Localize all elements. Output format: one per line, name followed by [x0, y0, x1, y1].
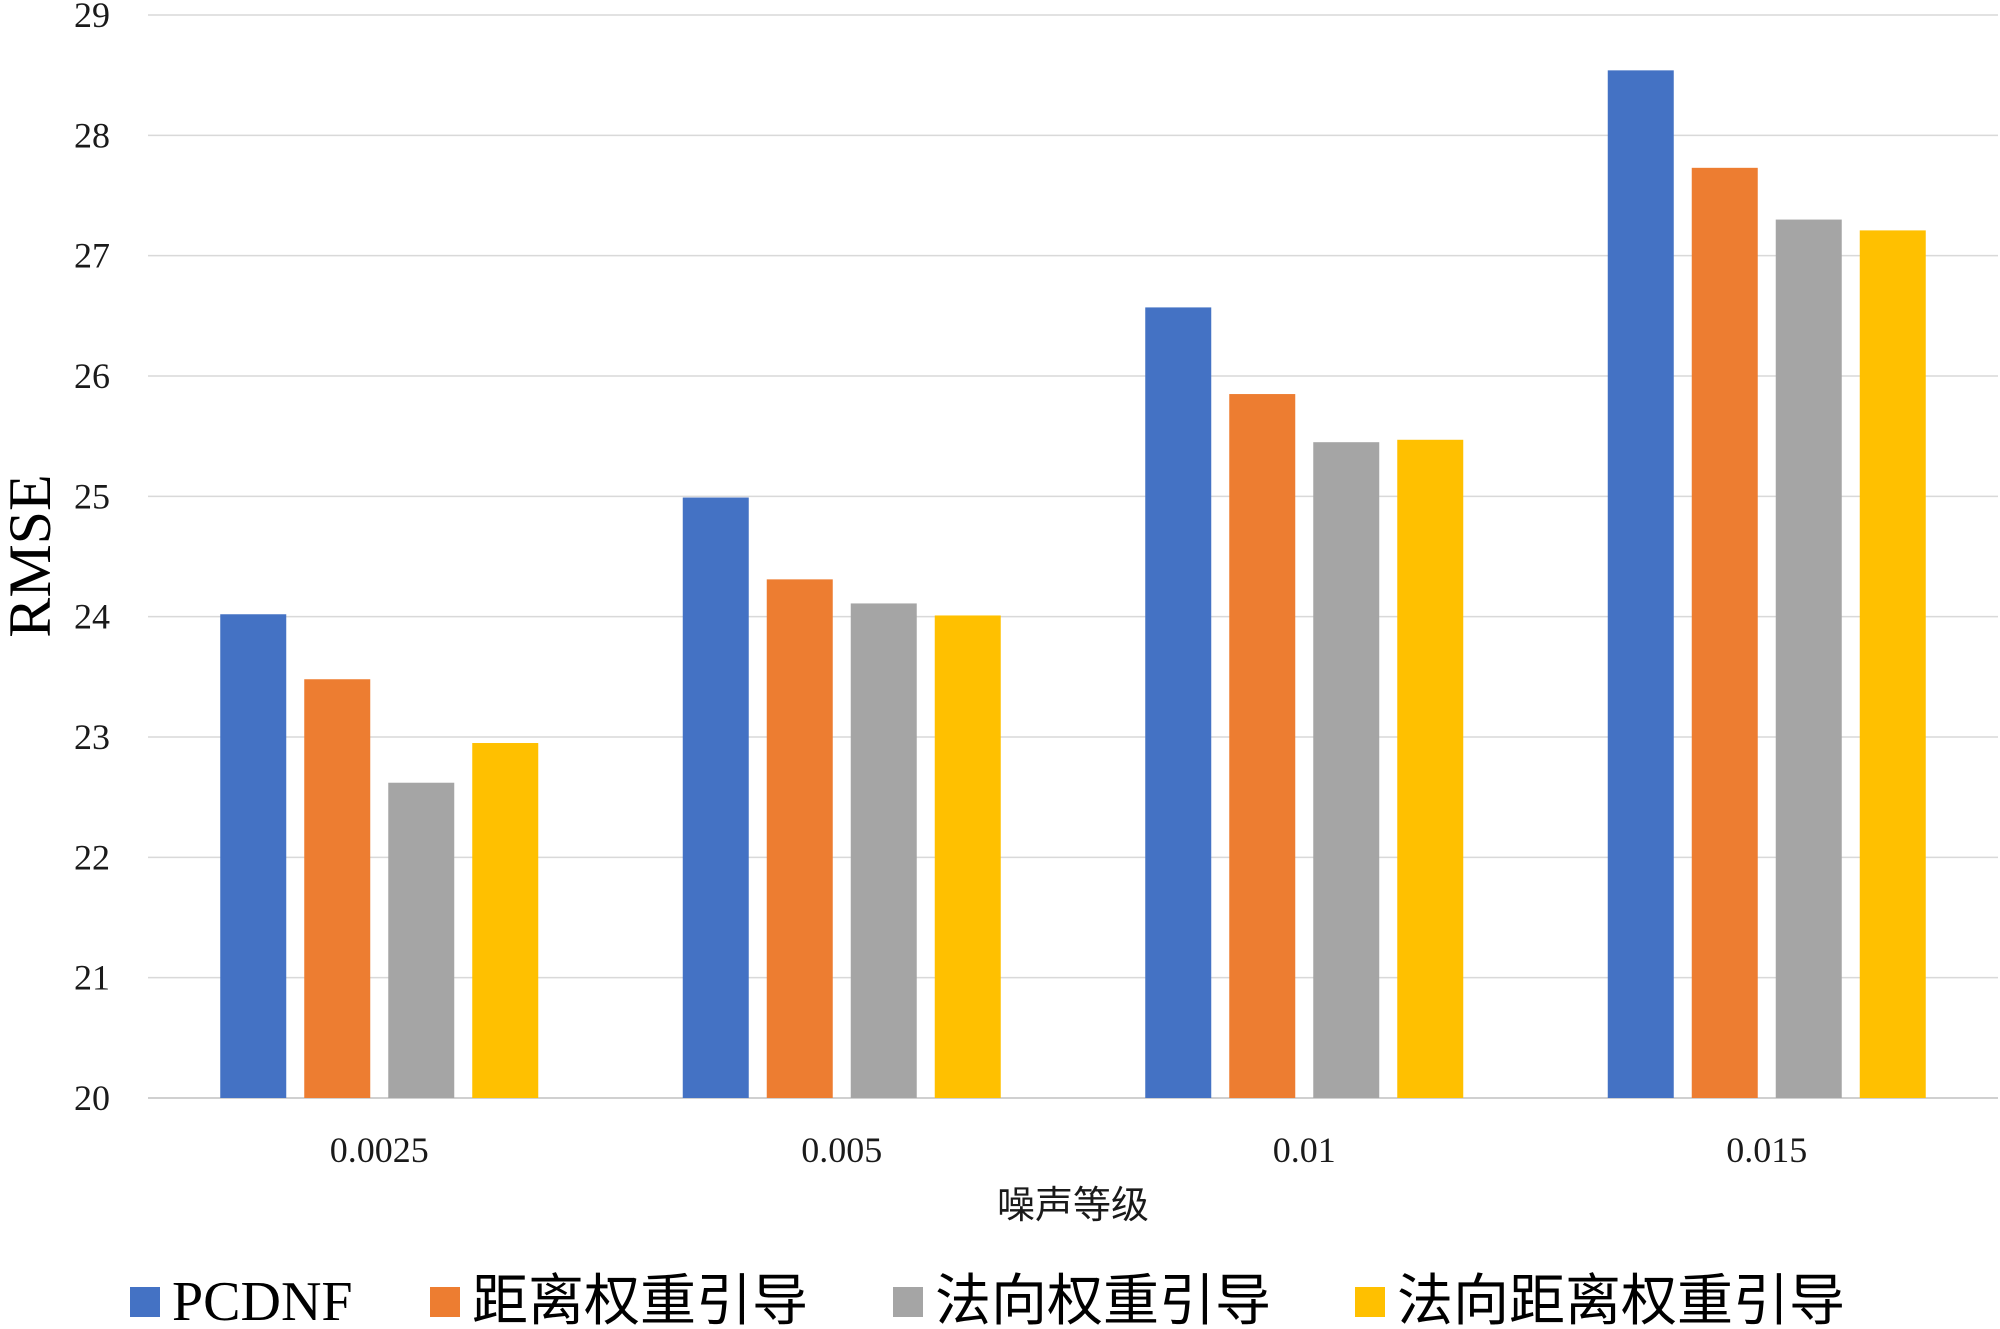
x-tick-label: 0.0025 [330, 1130, 429, 1170]
gridlines [148, 14, 1998, 1099]
bar-2-0.01 [1229, 394, 1296, 1098]
legend-label: 法向权重引导 [935, 1269, 1271, 1329]
bar-4-0.01 [1397, 439, 1464, 1098]
bar-3-0.015 [1775, 219, 1842, 1099]
legend: PCDNF 距离权重引导 法向权重引导 法向距离权重引导 [130, 1269, 1845, 1329]
y-tick-label: 22 [74, 837, 110, 877]
x-axis-ticks: 0.0025 0.005 0.01 0.015 [330, 1130, 1808, 1170]
bar-4-0.005 [934, 615, 1001, 1098]
bar-1-0.01 [1145, 307, 1212, 1098]
legend-swatch [893, 1287, 923, 1317]
y-tick-label: 23 [74, 717, 110, 757]
legend-label: 法向距离权重引导 [1397, 1269, 1845, 1329]
bar-3-0.005 [850, 603, 917, 1098]
bar-1-0.015 [1607, 70, 1674, 1099]
legend-label: 距离权重引导 [472, 1269, 808, 1329]
x-tick-label: 0.005 [801, 1130, 882, 1170]
x-axis-title: 噪声等级 [997, 1183, 1149, 1227]
y-tick-label: 20 [74, 1078, 110, 1118]
x-tick-label: 0.01 [1273, 1130, 1336, 1170]
y-tick-label: 28 [74, 115, 110, 155]
bar-4-0.015 [1859, 230, 1926, 1098]
x-tick-label: 0.015 [1726, 1130, 1807, 1170]
y-tick-label: 21 [74, 958, 110, 998]
y-axis-title: RMSE [0, 474, 63, 637]
legend-label: PCDNF [172, 1271, 353, 1329]
legend-swatch [130, 1287, 160, 1317]
y-tick-label: 27 [74, 236, 110, 276]
bar-3-0.0025 [388, 782, 455, 1098]
legend-swatch [430, 1287, 460, 1317]
bar-1-0.005 [682, 497, 749, 1099]
y-tick-label: 26 [74, 356, 110, 396]
y-tick-label: 29 [74, 0, 110, 35]
y-tick-label: 24 [74, 597, 110, 637]
y-axis-ticks: 20 21 22 23 24 25 26 27 28 29 [74, 0, 110, 1118]
bar-3-0.01 [1313, 442, 1380, 1098]
bar-2-0.0025 [304, 679, 371, 1098]
legend-swatch [1355, 1287, 1385, 1317]
bars [220, 70, 1926, 1099]
bar-4-0.0025 [472, 743, 539, 1098]
y-tick-label: 25 [74, 476, 110, 516]
bar-2-0.005 [766, 579, 833, 1098]
bar-1-0.0025 [220, 614, 287, 1098]
bar-2-0.015 [1691, 167, 1758, 1098]
